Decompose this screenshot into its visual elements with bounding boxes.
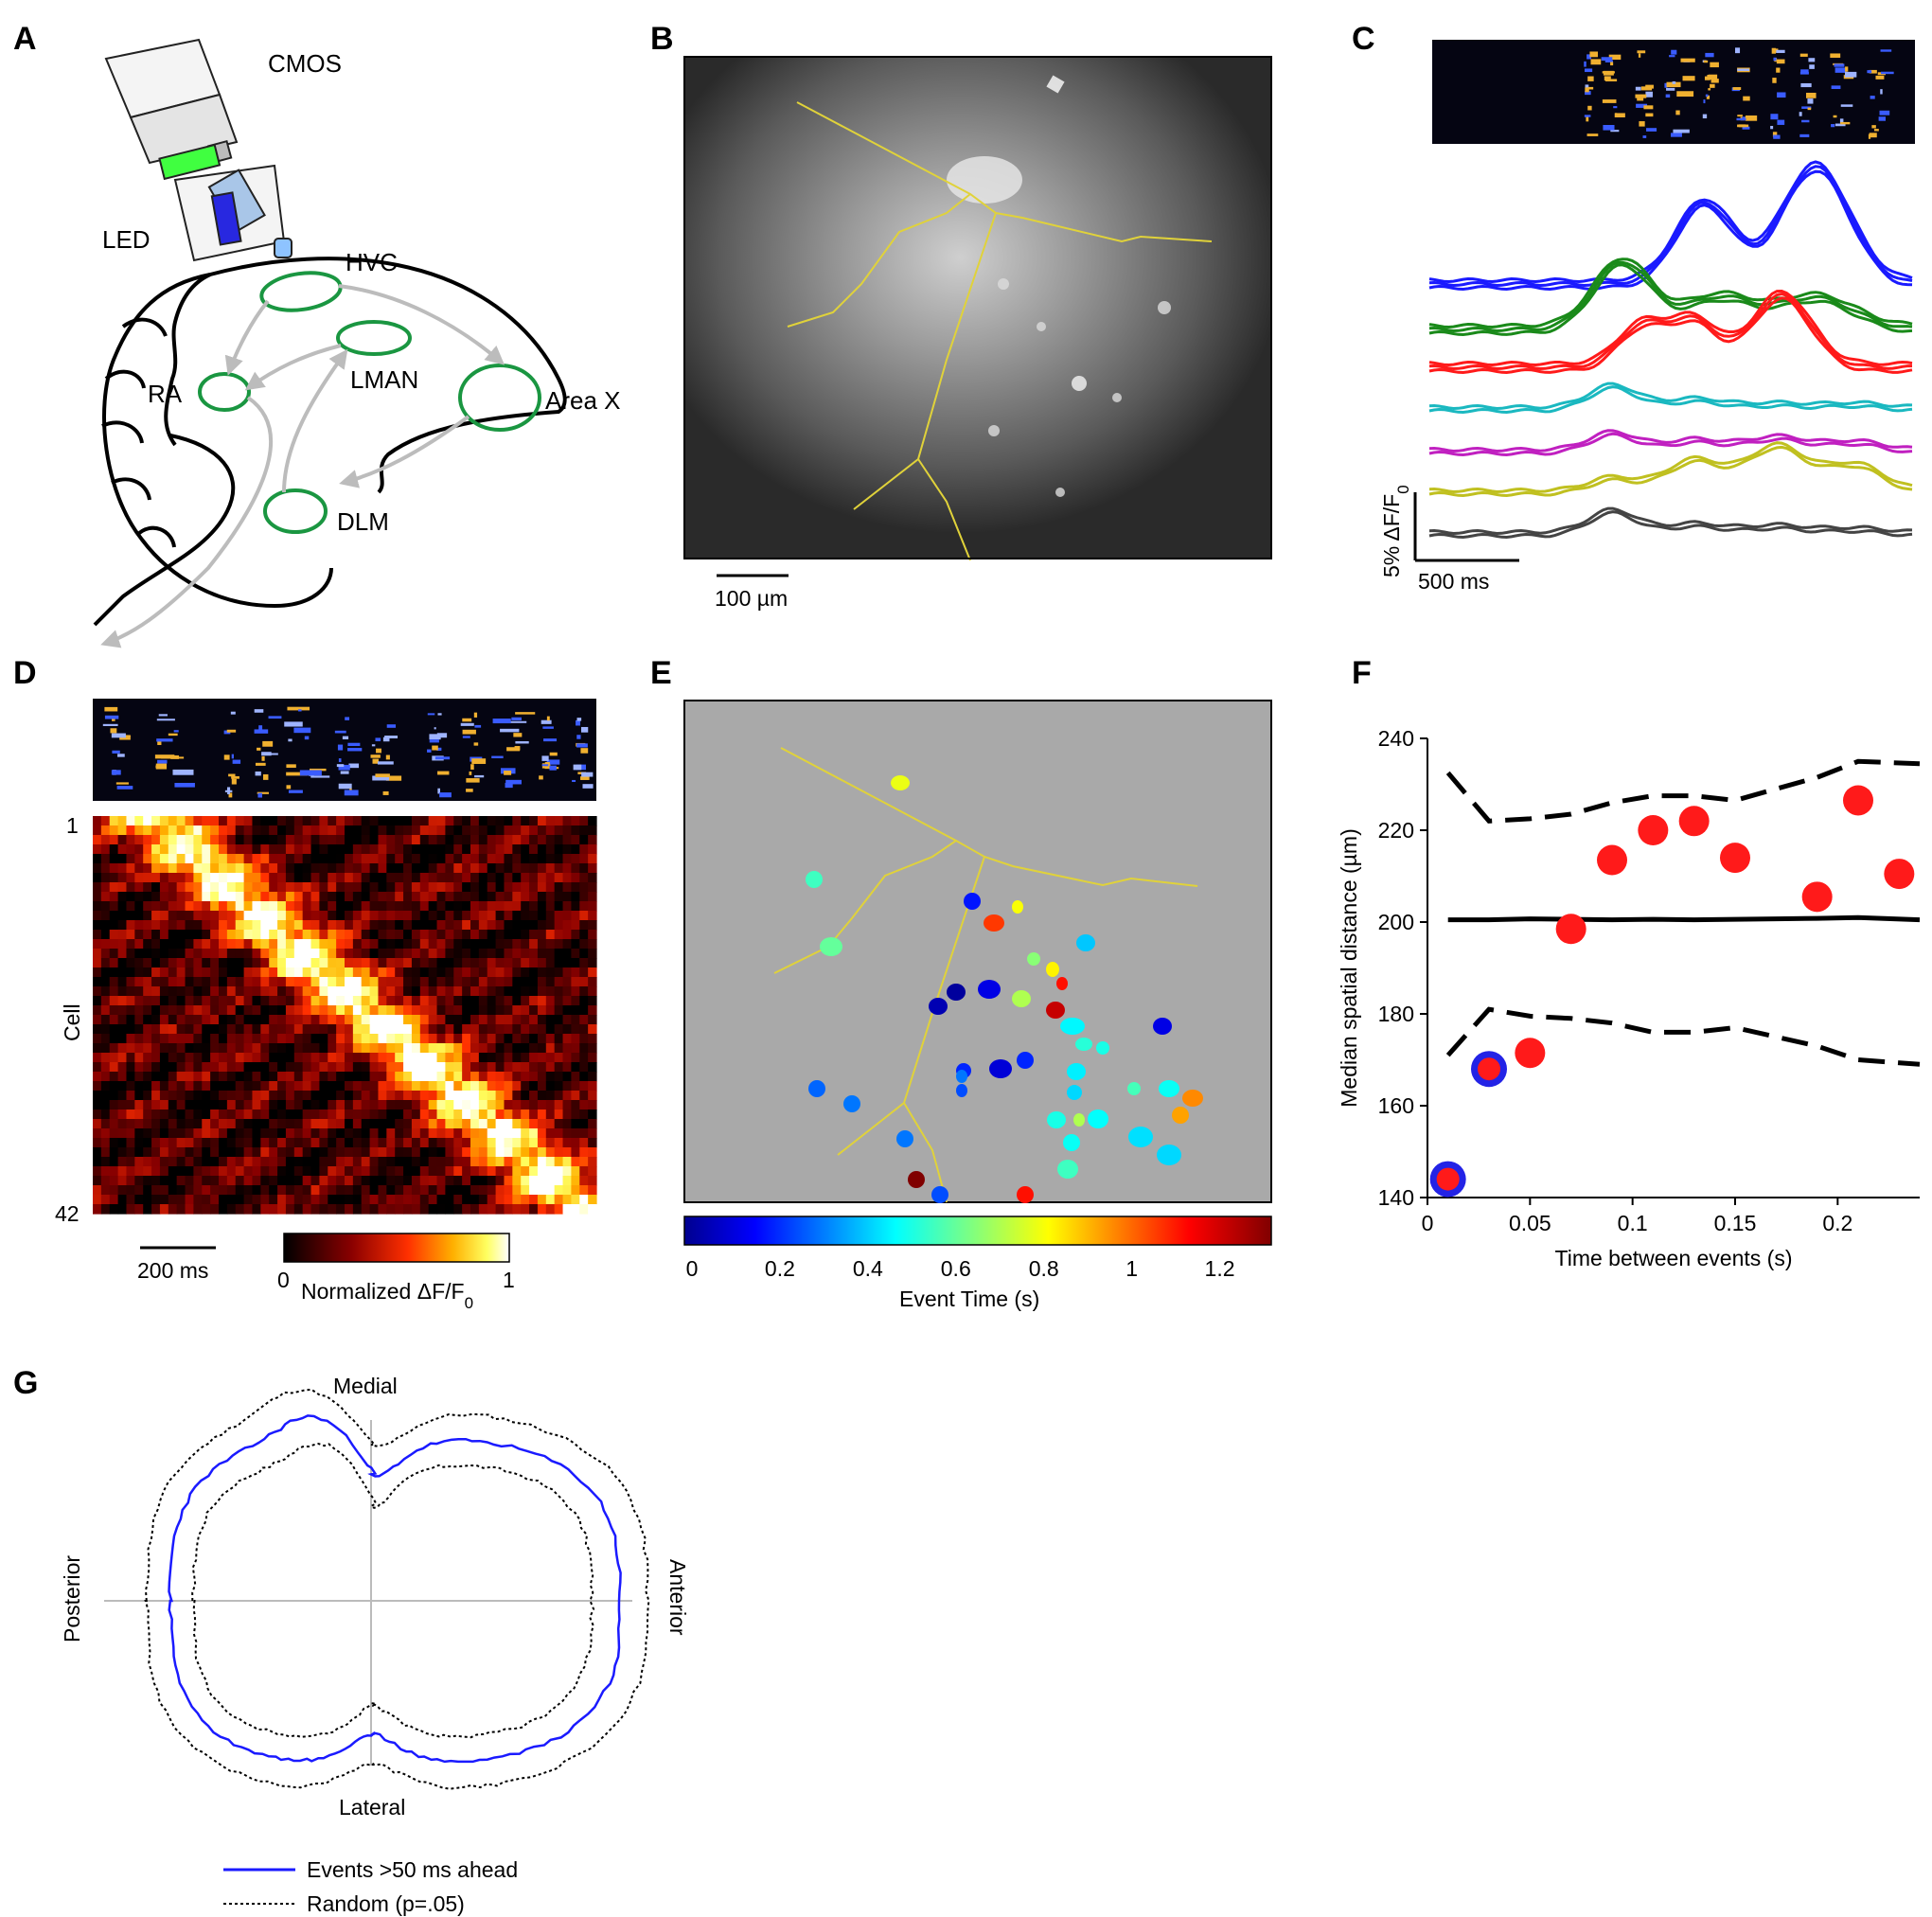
random-upper-contour: [144, 1388, 650, 1790]
event-cbar-tick: 0.4: [853, 1256, 883, 1281]
dir-posterior: Posterior: [60, 1555, 84, 1642]
y-tick-label: 240: [1378, 726, 1414, 751]
event-dots: [806, 775, 1203, 1203]
dir-medial: Medial: [333, 1374, 398, 1398]
upper-bound-line: [1445, 758, 1921, 824]
event-cbar-tick: 1.2: [1205, 1256, 1235, 1281]
region-hvc: HVC: [346, 248, 398, 276]
panel-label-g: G: [13, 1365, 38, 1401]
cbar-d-label: Normalized ΔF/F0: [301, 1279, 473, 1312]
scale-label-c-y: 5% ΔF/F0: [1379, 485, 1412, 577]
y-tick-label: 200: [1378, 910, 1414, 934]
row-label-bottom: 42: [55, 1201, 80, 1226]
x-tick-label: 0.1: [1618, 1211, 1648, 1235]
scale-label-c-x: 500 ms: [1418, 569, 1489, 594]
distance-chart: 140 160 180 200 220 240 0 0.05 0.1 0.15 0.2 Time be…: [1337, 726, 1921, 1270]
x-tick-label: 0.15: [1714, 1211, 1757, 1235]
scale-label-b: 100 µm: [715, 586, 788, 611]
panel-label-a: A: [13, 21, 37, 57]
data-point: [1436, 1167, 1460, 1191]
brain-outline: [93, 257, 567, 627]
event-time-colorbar: [683, 1216, 1272, 1246]
legend-random: Random (p=.05): [307, 1891, 465, 1916]
data-point: [1843, 785, 1873, 816]
panel-label-c: C: [1352, 21, 1375, 57]
region-ra: RA: [148, 380, 183, 408]
led-label: LED: [102, 225, 151, 254]
spectrogram-c-marks: [1584, 47, 1894, 139]
spectrogram-d-marks: [102, 706, 594, 798]
data-point: [1801, 881, 1833, 913]
heatmap-ylabel: Cell: [60, 1003, 84, 1041]
region-areax: Area X: [545, 386, 621, 415]
image-frame: [683, 56, 1272, 559]
event-time-label: Event Time (s): [899, 1287, 1039, 1311]
calcium-traces: [1428, 160, 1913, 540]
event-cbar-tick: 0: [686, 1256, 699, 1281]
vessel-lines-e: [773, 747, 1198, 1203]
data-point: [1597, 844, 1627, 876]
events-contour: [168, 1414, 622, 1764]
mean-line: [1447, 914, 1921, 923]
fluorescence-image: [684, 57, 1271, 559]
x-tick-label: 0: [1422, 1211, 1434, 1235]
data-point: [1478, 1057, 1500, 1081]
panel-e: E 0 0.2 0.4 0.6 0.8 1 1.2 Event Time (s): [650, 655, 1272, 1311]
brain-regions: [198, 271, 541, 534]
panel-g: G Medial Lateral Posterior Anterior Even…: [13, 1365, 690, 1916]
event-colorbar-ticks: 0 0.2 0.4 0.6 0.8 1 1.2: [686, 1256, 1235, 1281]
event-map: [683, 700, 1272, 1203]
dir-anterior: Anterior: [665, 1559, 690, 1636]
vessel-lines: [787, 101, 1213, 561]
y-tick-label: 220: [1378, 818, 1414, 843]
y-axis-label: Median spatial distance (µm): [1337, 828, 1361, 1108]
lower-bound-line: [1445, 1006, 1921, 1067]
data-point: [1515, 1038, 1546, 1069]
data-point: [1555, 914, 1586, 945]
x-tick-label: 0.05: [1509, 1211, 1551, 1235]
panel-a: A CMOS LED: [13, 21, 621, 648]
panel-b: B 100 µm: [650, 21, 1272, 611]
camera-icon: [104, 38, 292, 262]
scale-label-d: 200 ms: [137, 1258, 208, 1283]
x-tick-label: 0.2: [1822, 1211, 1852, 1235]
region-lman: LMAN: [350, 365, 418, 394]
data-point: [1678, 806, 1710, 837]
circuit-arrows: [100, 284, 505, 648]
heatmap: [93, 816, 597, 1215]
row-label-top: 1: [66, 813, 79, 838]
event-cbar-tick: 0.2: [765, 1256, 795, 1281]
camera-label: CMOS: [268, 49, 342, 78]
dir-lateral: Lateral: [339, 1795, 405, 1819]
panel-label-b: B: [650, 21, 674, 57]
event-cbar-tick: 1: [1126, 1256, 1138, 1281]
panel-label-d: D: [13, 655, 37, 691]
region-dlm: DLM: [337, 507, 389, 536]
data-point: [1720, 843, 1750, 874]
cbar-d-min: 0: [277, 1268, 290, 1292]
y-tick-label: 140: [1378, 1185, 1414, 1210]
y-tick-label: 180: [1378, 1002, 1414, 1026]
cbar-d-max: 1: [503, 1268, 515, 1292]
heatmap-colorbar: [283, 1233, 510, 1263]
y-tick-label: 160: [1378, 1093, 1414, 1118]
data-point: [1884, 859, 1915, 890]
panel-c: C 5% ΔF/F0 500 ms: [1352, 21, 1915, 594]
x-axis-label: Time between events (s): [1555, 1246, 1793, 1270]
panel-label-e: E: [650, 655, 672, 691]
data-point: [1638, 815, 1669, 845]
event-cbar-tick: 0.6: [941, 1256, 971, 1281]
legend-events: Events >50 ms ahead: [307, 1857, 518, 1882]
random-lower-contour: [191, 1442, 595, 1739]
panel-f: F 140 160 180 200 220 240 0 0.05 0.1 0.15 0.2 Time …: [1337, 655, 1921, 1270]
polar-contours: [144, 1388, 650, 1790]
panel-label-f: F: [1352, 655, 1372, 691]
event-cbar-tick: 0.8: [1029, 1256, 1059, 1281]
panel-d: D 1 42 Cell 200 ms 0 1 Normalized ΔF/F0: [13, 655, 597, 1312]
